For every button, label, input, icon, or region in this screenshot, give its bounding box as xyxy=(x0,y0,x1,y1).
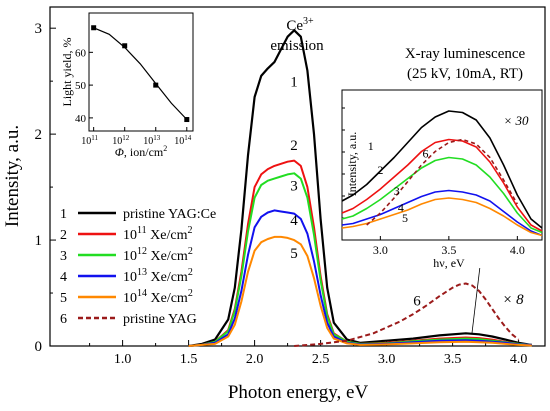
legend-number-4: 4 xyxy=(60,270,67,285)
xray-series-2-line xyxy=(341,138,543,232)
emission-ion: Ce xyxy=(286,18,303,34)
xray-title-line1: X-ray luminescence xyxy=(405,46,526,62)
xray-scale-label: × 30 xyxy=(503,113,529,128)
main-x-tick-label: 2.5 xyxy=(312,352,330,367)
main-x-tick-label: 1.5 xyxy=(180,352,198,367)
main-x-tick-label: 4.0 xyxy=(510,352,528,367)
main-x-tick-label: 3.5 xyxy=(444,352,462,367)
emission-word: emission xyxy=(270,38,324,54)
xray-curve-label-4: 4 xyxy=(398,201,404,215)
xray-curve-label-5: 5 xyxy=(402,211,408,225)
light-yield-point xyxy=(153,82,159,88)
main-x-tick-label: 3.0 xyxy=(378,352,396,367)
inset-pointer-arrow xyxy=(471,257,482,334)
light-yield-point xyxy=(91,25,97,31)
xray-x-tick-label: 4.0 xyxy=(510,243,525,257)
main-curve-label-6: 6 xyxy=(413,294,421,310)
light-yield-y-tick-label: 60 xyxy=(75,47,87,59)
xray-series-3-line xyxy=(341,156,543,234)
legend-text-5: 1014 Xe/cm2 xyxy=(123,288,193,306)
emission-annotation: Ce3+ xyxy=(286,16,314,34)
legend-text-4: 1013 Xe/cm2 xyxy=(123,267,193,285)
main-curve-label-3: 3 xyxy=(290,178,298,194)
xray-curve-label-3: 3 xyxy=(394,184,400,198)
emission-charge: 3+ xyxy=(303,16,314,27)
main-curve-label-1: 1 xyxy=(290,74,298,90)
xray-inset-frame xyxy=(341,89,543,241)
main-x-axis-label: Photon energy, eV xyxy=(228,382,369,403)
legend-number-3: 3 xyxy=(60,249,67,264)
light-yield-x-label: Φ, ion/cm2 xyxy=(115,144,167,159)
legend-text-2: 1011 Xe/cm2 xyxy=(123,225,192,243)
main-curve-label-4: 4 xyxy=(290,213,298,229)
main-y-tick-label: 0 xyxy=(35,339,43,355)
xray-curve-label-6: 6 xyxy=(423,147,429,161)
xray-series-4-line xyxy=(341,189,543,237)
light-yield-point xyxy=(122,43,128,49)
main-series-3-line xyxy=(188,172,532,347)
legend-number-1: 1 xyxy=(60,207,67,222)
light-yield-y-label: Light yield, % xyxy=(60,38,74,107)
legend-text-6: pristine YAG xyxy=(123,312,197,327)
legend: 1 pristine YAG:Ce 2 1011 Xe/cm2 3 1012 Xe/cm2… xyxy=(60,207,216,327)
legend-number-2: 2 xyxy=(60,228,67,243)
light-yield-fit-curve xyxy=(93,27,188,120)
xray-x-label: hν, eV xyxy=(433,256,465,270)
light-yield-x-tick-label: 1012 xyxy=(112,134,130,147)
light-yield-point xyxy=(184,117,190,123)
xray-x-tick-label: 3.0 xyxy=(373,243,388,257)
main-y-tick-label: 1 xyxy=(35,233,43,249)
light-yield-x-tick-label: 1011 xyxy=(81,134,98,147)
light-yield-y-tick-label: 50 xyxy=(75,80,87,92)
light-yield-x-tick-label: 1013 xyxy=(143,134,161,147)
main-series-6-line xyxy=(294,282,520,347)
scale-x8-label: × 8 xyxy=(502,292,524,308)
legend-text-1: pristine YAG:Ce xyxy=(123,207,216,222)
light-yield-inset: 40 50 60 1011 1012 1013 1014 xyxy=(75,25,192,147)
xray-inset-bg xyxy=(342,90,542,268)
main-y-axis-label: Intensity, a.u. xyxy=(2,125,23,227)
xray-series-6-line xyxy=(366,138,518,226)
light-yield-y-tick-label: 40 xyxy=(75,113,87,125)
main-x-tick-label: 1.0 xyxy=(114,352,132,367)
main-curve-label-5: 5 xyxy=(290,246,298,262)
xray-x-tick-label: 3.5 xyxy=(441,243,456,257)
main-series-5-line xyxy=(188,235,532,347)
main-curve-label-2: 2 xyxy=(290,138,298,154)
xray-series-5-line xyxy=(341,197,543,237)
legend-number-5: 5 xyxy=(60,291,67,306)
legend-text-3: 1012 Xe/cm2 xyxy=(123,246,193,264)
main-y-tick-label: 2 xyxy=(35,127,43,143)
xray-curve-label-1: 1 xyxy=(368,139,374,153)
xray-y-label: Intensity, a.u. xyxy=(345,132,359,197)
main-series-4-line xyxy=(188,209,532,347)
light-yield-inset-bg xyxy=(57,8,195,158)
xray-inset: 3.0 3.5 4.0 123 45 6 xyxy=(341,107,543,257)
xray-series-1-line xyxy=(341,110,543,229)
light-yield-inset-frame xyxy=(88,12,194,132)
main-y-tick-label: 3 xyxy=(35,21,43,37)
main-x-tick-label: 2.0 xyxy=(246,352,264,367)
xray-title-line2: (25 kV, 10mA, RT) xyxy=(407,66,523,82)
light-yield-x-tick-label: 1014 xyxy=(174,134,192,147)
xray-curve-label-2: 2 xyxy=(377,163,383,177)
main-series-1-line xyxy=(188,29,532,348)
legend-number-6: 6 xyxy=(60,312,67,327)
